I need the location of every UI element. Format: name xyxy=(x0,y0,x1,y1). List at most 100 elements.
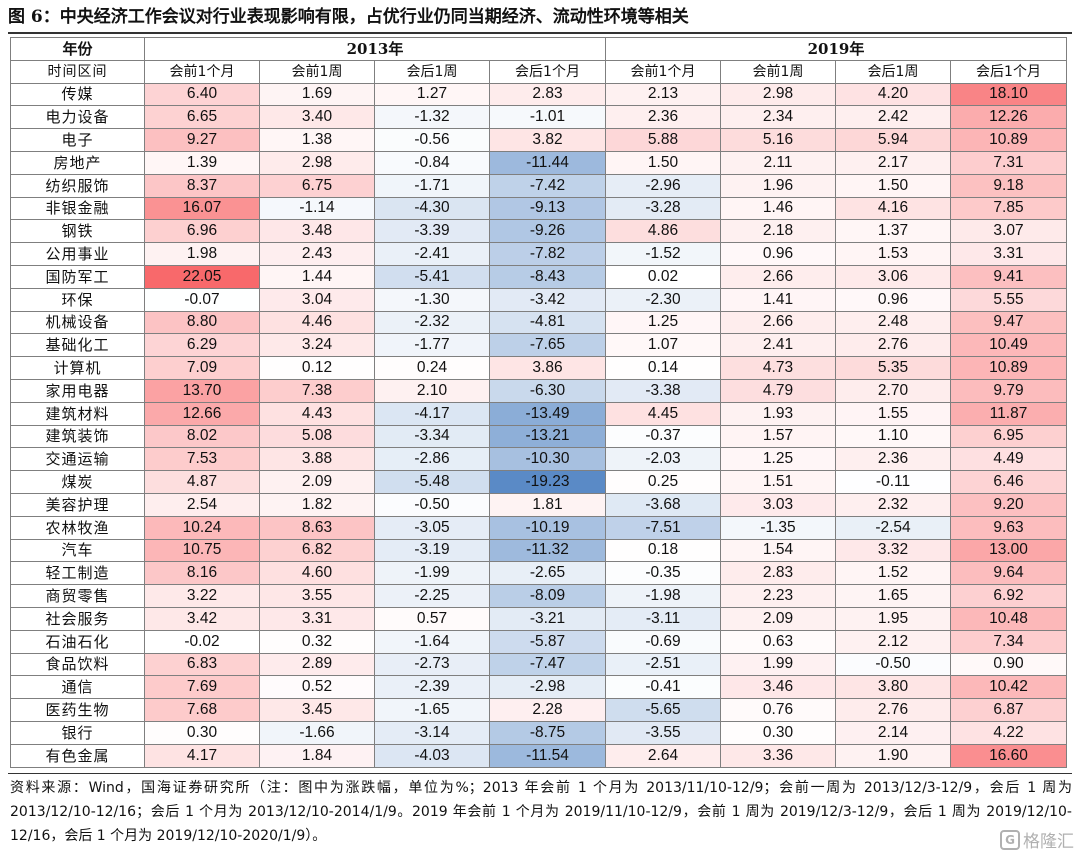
table-row: 食品饮料 6.83 2.89 -2.73 -7.47 -2.51 1.99 -0.50 0.90 xyxy=(10,652,1067,677)
value-cell: -0.35 xyxy=(605,561,721,586)
period-header: 会前1周 xyxy=(259,59,375,84)
value-cell: 4.86 xyxy=(605,219,721,244)
value-cell: 2.76 xyxy=(835,698,951,722)
value-cell: 8.63 xyxy=(259,515,375,540)
value-cell: -0.84 xyxy=(374,150,490,175)
sector-name: 美容护理 xyxy=(10,492,145,517)
sector-name: 公用事业 xyxy=(10,242,145,266)
value-cell: 2.98 xyxy=(720,82,836,107)
value-cell: 9.64 xyxy=(950,561,1067,586)
value-cell: 12.26 xyxy=(950,105,1067,130)
table-row: 汽车 10.75 6.82 -3.19 -11.32 0.18 1.54 3.32 13.00 xyxy=(10,538,1067,563)
value-cell: 9.20 xyxy=(950,492,1067,517)
value-cell: -3.34 xyxy=(374,424,490,449)
sector-name: 通信 xyxy=(10,675,145,700)
value-cell: 3.03 xyxy=(720,492,836,517)
value-cell: 2.64 xyxy=(605,743,721,768)
value-cell: -3.14 xyxy=(374,720,490,745)
value-cell: -2.30 xyxy=(605,287,721,312)
value-cell: 2.83 xyxy=(720,561,836,586)
value-cell: 6.29 xyxy=(144,333,260,358)
value-cell: 5.55 xyxy=(950,287,1067,312)
value-cell: 6.87 xyxy=(950,698,1067,722)
year-header-2013: 2013年 xyxy=(144,37,606,61)
value-cell: 4.79 xyxy=(720,378,836,403)
value-cell: 12.66 xyxy=(144,401,260,426)
sector-name: 汽车 xyxy=(10,538,145,563)
value-cell: 3.07 xyxy=(950,219,1067,244)
value-cell: 3.45 xyxy=(259,698,375,722)
value-cell: 3.55 xyxy=(259,584,375,608)
value-cell: 1.81 xyxy=(489,492,606,517)
value-cell: 5.08 xyxy=(259,424,375,449)
value-cell: 3.04 xyxy=(259,287,375,312)
value-cell: -19.23 xyxy=(489,470,606,494)
value-cell: -3.55 xyxy=(605,720,721,745)
value-cell: 8.02 xyxy=(144,424,260,449)
table-body: 传媒 6.40 1.69 1.27 2.83 2.13 2.98 4.20 18.10 电力设备 6… xyxy=(10,82,1067,768)
value-cell: 1.41 xyxy=(720,287,836,312)
value-cell: -8.75 xyxy=(489,720,606,745)
period-header: 会前1个月 xyxy=(605,59,721,84)
value-cell: 2.36 xyxy=(605,105,721,130)
table-row: 建筑材料 12.66 4.43 -4.17 -13.49 4.45 1.93 1.55 11.8… xyxy=(10,401,1067,426)
value-cell: 5.16 xyxy=(720,128,836,152)
value-cell: -5.87 xyxy=(489,629,606,654)
value-cell: -0.02 xyxy=(144,629,260,654)
value-cell: -11.32 xyxy=(489,538,606,563)
value-cell: 9.18 xyxy=(950,173,1067,198)
sector-name: 电子 xyxy=(10,128,145,152)
value-cell: 2.34 xyxy=(720,105,836,130)
title-divider xyxy=(8,32,1072,34)
value-cell: -3.19 xyxy=(374,538,490,563)
table-row: 交通运输 7.53 3.88 -2.86 -10.30 -2.03 1.25 2.36 4.49 xyxy=(10,447,1067,472)
value-cell: 1.51 xyxy=(720,470,836,494)
sector-name: 食品饮料 xyxy=(10,652,145,677)
table-row: 美容护理 2.54 1.82 -0.50 1.81 -3.68 3.03 2.32 9.20 xyxy=(10,492,1067,517)
value-cell: 3.80 xyxy=(835,675,951,700)
value-cell: -7.51 xyxy=(605,515,721,540)
value-cell: 2.28 xyxy=(489,698,606,722)
value-cell: 10.49 xyxy=(950,333,1067,358)
sector-name: 社会服务 xyxy=(10,606,145,631)
value-cell: 1.93 xyxy=(720,401,836,426)
value-cell: 2.09 xyxy=(259,470,375,494)
value-cell: -10.30 xyxy=(489,447,606,472)
value-cell: 0.14 xyxy=(605,356,721,380)
value-cell: -0.41 xyxy=(605,675,721,700)
value-cell: 4.46 xyxy=(259,310,375,335)
value-cell: 0.25 xyxy=(605,470,721,494)
value-cell: -1.66 xyxy=(259,720,375,745)
value-cell: -1.98 xyxy=(605,584,721,608)
value-cell: 2.43 xyxy=(259,242,375,266)
value-cell: -3.38 xyxy=(605,378,721,403)
value-cell: 5.94 xyxy=(835,128,951,152)
value-cell: -6.30 xyxy=(489,378,606,403)
value-cell: 3.06 xyxy=(835,264,951,289)
value-cell: 0.02 xyxy=(605,264,721,289)
value-cell: 8.16 xyxy=(144,561,260,586)
value-cell: -1.52 xyxy=(605,242,721,266)
watermark-text: 格隆汇 xyxy=(1023,832,1074,852)
sector-name: 非银金融 xyxy=(10,196,145,221)
table-row: 轻工制造 8.16 4.60 -1.99 -2.65 -0.35 2.83 1.52 9.64 xyxy=(10,561,1067,586)
value-cell: 16.07 xyxy=(144,196,260,221)
value-cell: -2.03 xyxy=(605,447,721,472)
value-cell: 0.12 xyxy=(259,356,375,380)
sector-name: 传媒 xyxy=(10,82,145,107)
value-cell: 6.82 xyxy=(259,538,375,563)
value-cell: 1.46 xyxy=(720,196,836,221)
value-cell: 1.38 xyxy=(259,128,375,152)
period-header: 会后1个月 xyxy=(950,59,1067,84)
table-row: 公用事业 1.98 2.43 -2.41 -7.82 -1.52 0.96 1.53 3.31 xyxy=(10,242,1067,266)
value-cell: -7.47 xyxy=(489,652,606,677)
value-cell: 6.96 xyxy=(144,219,260,244)
value-cell: 3.31 xyxy=(259,606,375,631)
value-cell: 2.14 xyxy=(835,720,951,745)
value-cell: 2.17 xyxy=(835,150,951,175)
source-divider xyxy=(8,773,1072,774)
value-cell: 0.57 xyxy=(374,606,490,631)
value-cell: 1.50 xyxy=(835,173,951,198)
value-cell: -2.96 xyxy=(605,173,721,198)
value-cell: 2.66 xyxy=(720,264,836,289)
